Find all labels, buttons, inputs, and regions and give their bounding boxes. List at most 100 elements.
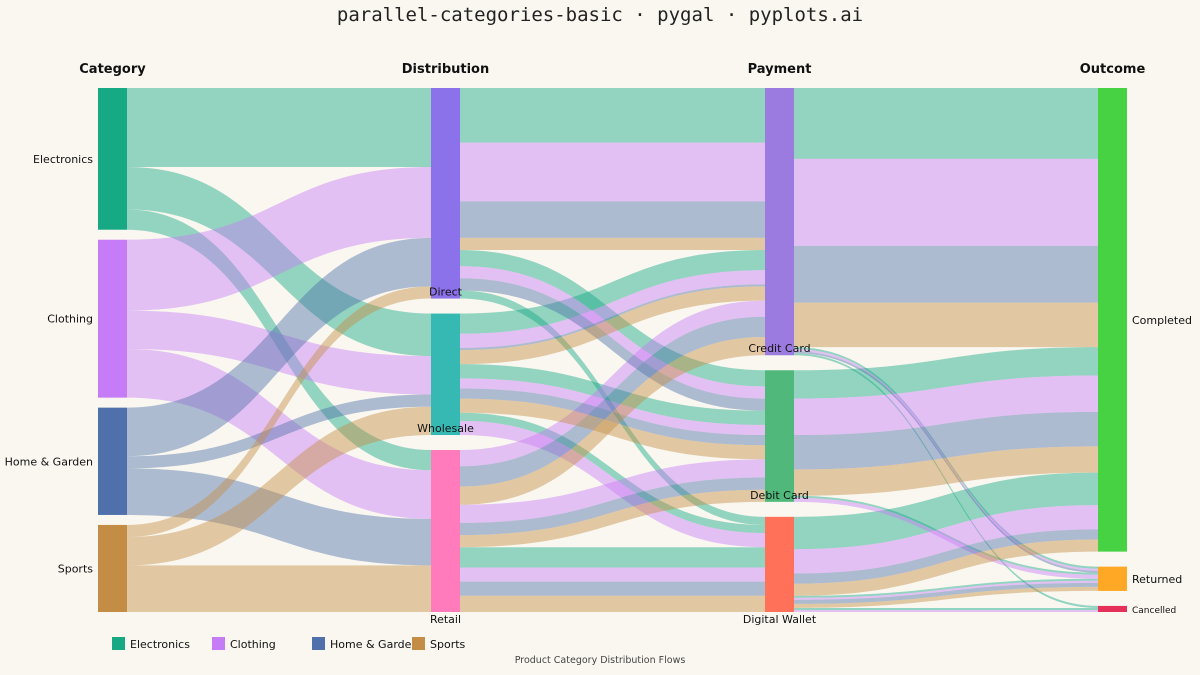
node-label-digital-wallet: Digital Wallet: [743, 613, 817, 626]
ribbon-retail-to-credit-card-home-and-garden: [460, 316, 765, 487]
ribbon-retail-to-debit-card-clothing: [460, 459, 765, 523]
ribbon-digital-wallet-to-completed-electronics: [794, 472, 1098, 550]
ribbon-electronics-to-direct-electronics: [127, 88, 431, 167]
ribbon-credit-card-to-completed-clothing: [794, 158, 1098, 246]
ribbon-direct-to-credit-card-electronics: [460, 88, 765, 143]
ribbon-home-and-garden-to-retail-home-and-garden: [127, 468, 431, 566]
node-credit-card: [765, 88, 794, 356]
ribbon-retail-to-digital-wallet-clothing: [460, 567, 765, 582]
ribbon-direct-to-digital-wallet-electronics: [460, 290, 765, 525]
ribbon-retail-to-debit-card-sports: [460, 489, 765, 548]
legend-swatch-home-and-garden: [312, 637, 325, 650]
node-electronics: [98, 88, 127, 230]
node-digital-wallet: [765, 516, 794, 612]
ribbon-credit-card-to-returned-home-and-garden: [794, 351, 1098, 573]
node-label-credit-card: Credit Card: [748, 342, 810, 355]
ribbon-direct-to-credit-card-home-and-garden: [460, 201, 765, 238]
ribbon-clothing-to-wholesale-clothing: [127, 310, 431, 395]
ribbon-retail-to-digital-wallet-home-and-garden: [460, 581, 765, 596]
ribbon-wholesale-to-credit-card-clothing: [460, 270, 765, 348]
legend-label-sports: Sports: [430, 638, 466, 651]
ribbon-digital-wallet-to-returned-home-and-garden: [794, 582, 1098, 604]
legend-swatch-electronics: [112, 637, 125, 650]
node-wholesale: [431, 313, 460, 436]
node-label-clothing: Clothing: [47, 313, 93, 326]
node-label-returned: Returned: [1132, 573, 1182, 586]
node-label-home-and-garden: Home & Garden: [5, 455, 93, 468]
ribbon-sports-to-retail-sports: [127, 565, 431, 612]
ribbon-home-and-garden-to-direct-home-and-garden: [127, 237, 431, 457]
node-label-electronics: Electronics: [33, 153, 93, 166]
dimension-label-outcome: Outcome: [1080, 62, 1146, 77]
ribbon-sports-to-direct-sports: [127, 286, 431, 538]
ribbon-digital-wallet-to-completed-home-and-garden: [794, 529, 1098, 584]
ribbon-digital-wallet-to-returned-electronics: [794, 578, 1098, 598]
node-label-debit-card: Debit Card: [750, 489, 809, 502]
ribbon-credit-card-to-completed-sports: [794, 302, 1098, 348]
dimension-label-payment: Payment: [748, 62, 812, 77]
ribbon-wholesale-to-credit-card-home-and-garden: [460, 284, 765, 350]
ribbon-wholesale-to-credit-card-electronics: [460, 249, 765, 334]
node-retail: [431, 450, 460, 612]
chart-caption: Product Category Distribution Flows: [515, 655, 686, 666]
ribbon-debit-card-to-completed-electronics: [794, 347, 1098, 399]
node-clothing: [98, 239, 127, 398]
ribbon-credit-card-to-returned-clothing: [794, 349, 1098, 571]
ribbon-debit-card-to-completed-home-and-garden: [794, 411, 1098, 470]
legend-swatch-clothing: [212, 637, 225, 650]
node-completed: [1098, 88, 1127, 552]
ribbon-direct-to-debit-card-electronics: [460, 249, 765, 387]
node-label-wholesale: Wholesale: [417, 422, 474, 435]
dimension-label-distribution: Distribution: [402, 62, 489, 77]
legend: Electronics Clothing Home & Garden Sports: [112, 637, 466, 651]
ribbons-layer: [127, 88, 1098, 612]
labels-layer: Electronics Clothing Home & Garden Sports Ca…: [5, 62, 1192, 626]
ribbon-digital-wallet-to-returned-sports: [794, 586, 1098, 608]
ribbon-retail-to-debit-card-home-and-garden: [460, 477, 765, 536]
dimension-label-category: Category: [79, 62, 146, 77]
node-label-cancelled: Cancelled: [1132, 606, 1176, 616]
node-sports: [98, 524, 127, 612]
ribbon-digital-wallet-to-completed-clothing: [794, 505, 1098, 574]
legend-label-electronics: Electronics: [130, 638, 190, 651]
ribbon-clothing-to-direct-clothing: [127, 166, 431, 311]
ribbon-electronics-to-wholesale-electronics: [127, 166, 431, 357]
ribbon-debit-card-to-completed-sports: [794, 446, 1098, 496]
ribbon-retail-to-digital-wallet-sports: [460, 595, 765, 612]
ribbon-wholesale-to-debit-card-clothing: [460, 378, 765, 436]
ribbon-wholesale-to-debit-card-sports: [460, 398, 765, 460]
ribbon-wholesale-to-credit-card-sports: [460, 286, 765, 365]
ribbon-retail-to-credit-card-sports: [460, 337, 765, 505]
ribbon-wholesale-to-digital-wallet-clothing: [460, 420, 765, 548]
ribbon-digital-wallet-to-cancelled-clothing: [794, 609, 1098, 612]
ribbon-credit-card-to-completed-home-and-garden: [794, 245, 1098, 303]
ribbon-wholesale-to-digital-wallet-electronics: [460, 412, 765, 534]
nodes-layer: [98, 88, 1127, 612]
ribbon-direct-to-credit-card-sports: [460, 237, 765, 250]
ribbon-debit-card-to-returned-electronics: [794, 495, 1098, 575]
node-cancelled: [1098, 605, 1127, 612]
ribbon-digital-wallet-to-completed-sports: [794, 539, 1098, 596]
legend-label-home-and-garden: Home & Garden: [330, 638, 418, 651]
ribbon-debit-card-to-completed-clothing: [794, 375, 1098, 436]
ribbon-retail-to-credit-card-clothing: [460, 300, 765, 467]
ribbon-debit-card-to-returned-clothing: [794, 497, 1098, 579]
node-home-and-garden: [98, 407, 127, 515]
ribbon-retail-to-digital-wallet-electronics: [460, 547, 765, 568]
ribbon-digital-wallet-to-cancelled-electronics: [794, 607, 1098, 610]
ribbon-credit-card-to-completed-electronics: [794, 88, 1098, 159]
ribbon-credit-card-to-cancelled-electronics: [794, 353, 1098, 608]
ribbon-direct-to-credit-card-clothing: [460, 142, 765, 202]
ribbon-direct-to-debit-card-clothing: [460, 266, 765, 399]
legend-label-clothing: Clothing: [230, 638, 276, 651]
ribbon-electronics-to-retail-electronics: [127, 209, 431, 471]
ribbon-credit-card-to-returned-electronics: [794, 347, 1098, 569]
node-returned: [1098, 566, 1127, 591]
ribbon-wholesale-to-debit-card-electronics: [460, 364, 765, 425]
ribbon-clothing-to-retail-clothing: [127, 349, 431, 519]
ribbon-sports-to-wholesale-sports: [127, 406, 431, 566]
ribbon-direct-to-debit-card-home-and-garden: [460, 278, 765, 411]
node-direct: [431, 88, 460, 299]
node-debit-card: [765, 370, 794, 502]
